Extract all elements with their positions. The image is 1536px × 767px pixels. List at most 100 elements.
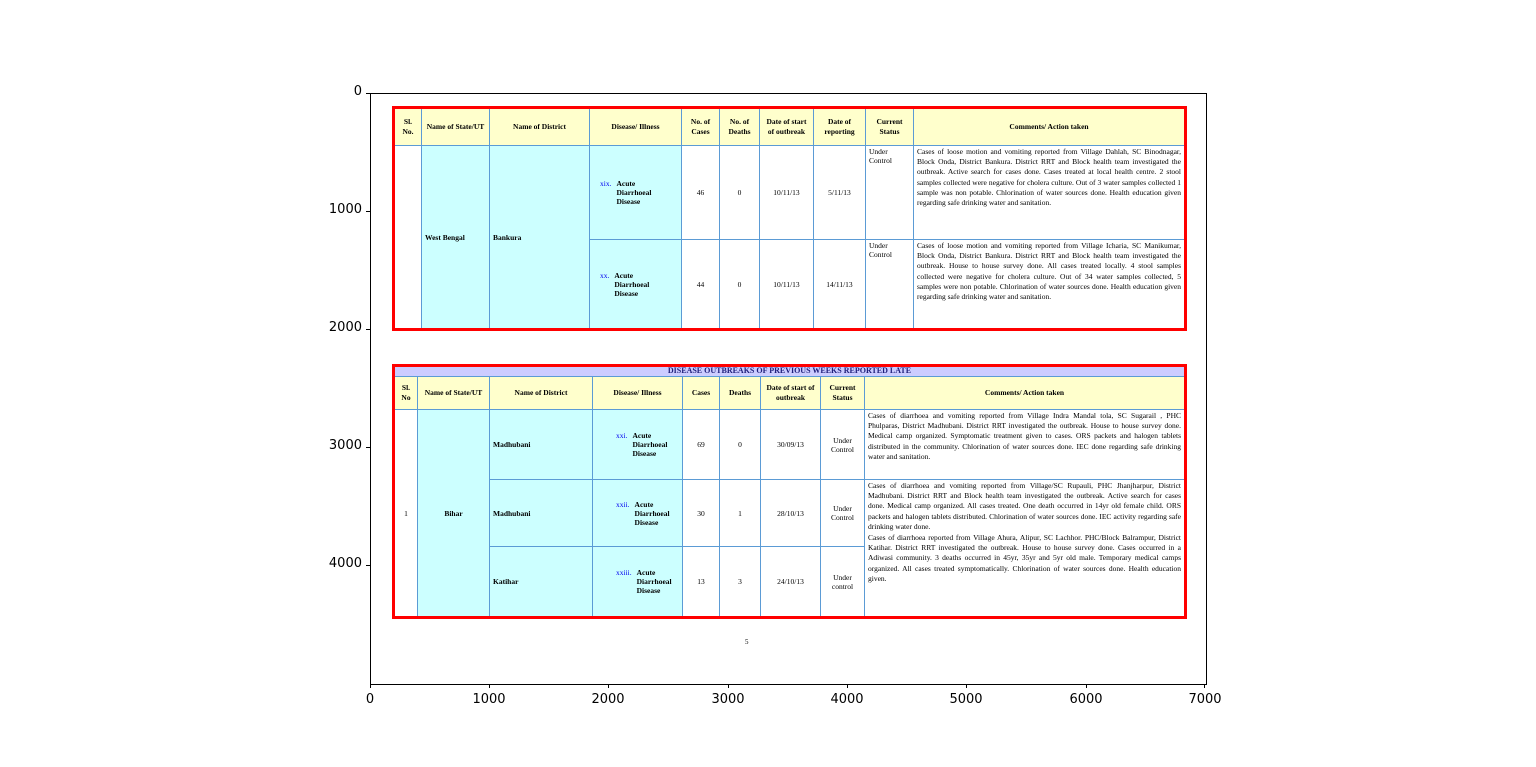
t1-datestart-cell: 10/11/13	[759, 239, 814, 330]
t1-header-deaths: No. of Deaths	[719, 107, 760, 146]
disease-name: Acute Diarrhoeal Disease	[616, 179, 652, 206]
x-tick-label: 1000	[472, 692, 506, 707]
t1-header-state: Name of State/UT	[421, 107, 490, 146]
disease-name: Acute Diarrhoeal Disease	[614, 270, 650, 298]
t1-row-xix: West Bengal Bankura xix. Acute Diarrhoeal…	[393, 145, 1186, 330]
t2-disease-cell: xxiii. Acute Diarrhoeal Disease	[592, 546, 683, 618]
x-tick-mark	[608, 684, 609, 688]
t2-row-xxiii: Katihar xxiii. Acute Diarrhoeal Disease 1…	[394, 546, 1186, 618]
y-tick-mark	[366, 329, 370, 330]
y-tick-label: 2000	[328, 320, 362, 335]
y-tick-label: 3000	[328, 438, 362, 453]
entry-numeral: xxi.	[616, 431, 628, 440]
t1-comments-cell: Cases of loose motion and vomiting repor…	[913, 239, 1186, 330]
t1-state-cell: West Bengal	[421, 145, 490, 330]
t2-cases-cell: 30	[682, 479, 720, 547]
t1-datestart-cell: 10/11/13	[759, 145, 814, 240]
t1-header-slno: Sl. No.	[393, 107, 422, 146]
y-tick-label: 1000	[328, 202, 362, 217]
t1-row-xx: xx. Acute Diarrhoeal Disease 44 0 10/11/1…	[394, 239, 1186, 330]
x-tick-label: 2000	[591, 692, 625, 707]
t2-header-status: Current Status	[820, 376, 865, 410]
t1-status-cell: Under Control	[865, 145, 914, 240]
outbreak-table-current-week: Sl. No. Name of State/UT Name of Distric…	[392, 106, 1187, 331]
t2-datestart-cell: 30/09/13	[760, 409, 821, 480]
t1-disease-cell: xx. Acute Diarrhoeal Disease	[589, 239, 682, 330]
plot-area: Sl. No. Name of State/UT Name of Distric…	[370, 93, 1207, 685]
y-tick-mark	[366, 447, 370, 448]
t1-disease-cell: xix. Acute Diarrhoeal Disease	[589, 145, 682, 240]
t1-header-datestart: Date of start of outbreak	[759, 107, 814, 146]
x-tick-label: 7000	[1188, 692, 1222, 707]
y-tick-label: 0	[353, 84, 362, 99]
t1-comments-cell: Cases of loose motion and vomiting repor…	[913, 145, 1186, 240]
t1-header-comments: Comments/ Action taken	[913, 107, 1186, 146]
y-tick-mark	[366, 211, 370, 212]
t1-datereport-cell: 14/11/13	[813, 239, 866, 330]
t2-header-datestart: Date of start of outbreak	[760, 376, 821, 410]
x-tick-mark	[728, 684, 729, 688]
t1-status-cell: Under Control	[865, 239, 914, 330]
t1-deaths-cell: 0	[719, 239, 760, 330]
disease-name: Acute Diarrhoeal Disease	[636, 568, 672, 595]
t2-deaths-cell: 1	[719, 479, 761, 547]
t2-header-cases: Cases	[682, 376, 720, 410]
t1-district-cell: Bankura	[489, 145, 590, 330]
t2-comments-cell: Cases of diarrhoea and vomiting reported…	[863, 409, 1187, 480]
t1-cases-cell: 44	[681, 239, 720, 330]
t2-status-cell: Under Control	[820, 409, 865, 480]
x-tick-mark	[489, 684, 490, 688]
t1-deaths-cell: 0	[719, 145, 760, 240]
disease-name: Acute Diarrhoeal Disease	[634, 499, 670, 527]
t2-header-deaths: Deaths	[719, 376, 761, 410]
entry-numeral: xx.	[600, 270, 610, 280]
t1-datereport-cell: 5/11/13	[813, 145, 866, 240]
y-tick-mark	[366, 93, 370, 94]
t2-slno-cell: 1	[393, 409, 418, 618]
x-tick-label: 3000	[711, 692, 745, 707]
comment-paragraph: Cases of diarrhoea reported from Village…	[868, 532, 1182, 583]
t2-cases-cell: 13	[682, 546, 720, 618]
t2-state-cell: Bihar	[417, 409, 490, 618]
x-tick-label: 6000	[1069, 692, 1103, 707]
x-tick-label: 5000	[949, 692, 983, 707]
x-tick-mark	[847, 684, 848, 688]
t2-status-cell: Under control	[820, 546, 865, 618]
t2-title-row: DISEASE OUTBREAKS OF PREVIOUS WEEKS REPO…	[392, 365, 1187, 377]
t1-header-datereport: Date of reporting	[813, 107, 866, 146]
t2-comments-cell-merged: Cases of diarrhoea and vomiting reported…	[863, 479, 1187, 618]
t2-district-cell: Katihar	[489, 546, 593, 618]
t2-district-cell: Madhubani	[489, 409, 593, 480]
t1-header-district: Name of District	[489, 107, 590, 146]
y-tick-mark	[366, 565, 370, 566]
entry-numeral: xix.	[600, 179, 612, 188]
x-tick-mark	[1204, 684, 1205, 688]
comment-paragraph: Cases of diarrhoea and vomiting reported…	[868, 481, 1182, 531]
t1-header-disease: Disease/ Illness	[589, 107, 682, 146]
outbreak-table-reported-late: DISEASE OUTBREAKS OF PREVIOUS WEEKS REPO…	[392, 364, 1188, 619]
t2-header-state: Name of State/UT	[417, 376, 490, 410]
t2-deaths-cell: 0	[719, 409, 761, 480]
entry-numeral: xxii.	[616, 499, 630, 509]
entry-numeral: xxiii.	[616, 568, 632, 577]
y-tick-label: 4000	[328, 556, 362, 571]
t2-datestart-cell: 24/10/13	[760, 546, 821, 618]
t2-datestart-cell: 28/10/13	[760, 479, 821, 547]
t2-title: DISEASE OUTBREAKS OF PREVIOUS WEEKS REPO…	[392, 365, 1187, 377]
t2-header-slno: Sl. No	[393, 376, 418, 410]
t1-cases-cell: 46	[681, 145, 720, 240]
x-tick-mark	[966, 684, 967, 688]
x-tick-mark	[1086, 684, 1087, 688]
t2-disease-cell: xxi. Acute Diarrhoeal Disease	[592, 409, 683, 480]
t2-cases-cell: 69	[682, 409, 720, 480]
t1-header-row: Sl. No. Name of State/UT Name of Distric…	[393, 107, 1186, 146]
x-tick-mark	[370, 684, 371, 688]
t2-header-disease: Disease/ Illness	[592, 376, 683, 410]
x-tick-label: 0	[365, 692, 375, 707]
t1-slno-cell	[393, 145, 422, 330]
t2-row-xxi: 1 Bihar Madhubani xxi. Acute Diarrhoeal D…	[393, 409, 1187, 618]
t1-header-status: Current Status	[865, 107, 914, 146]
disease-name: Acute Diarrhoeal Disease	[632, 431, 668, 458]
t2-disease-cell: xxii. Acute Diarrhoeal Disease	[592, 479, 683, 547]
